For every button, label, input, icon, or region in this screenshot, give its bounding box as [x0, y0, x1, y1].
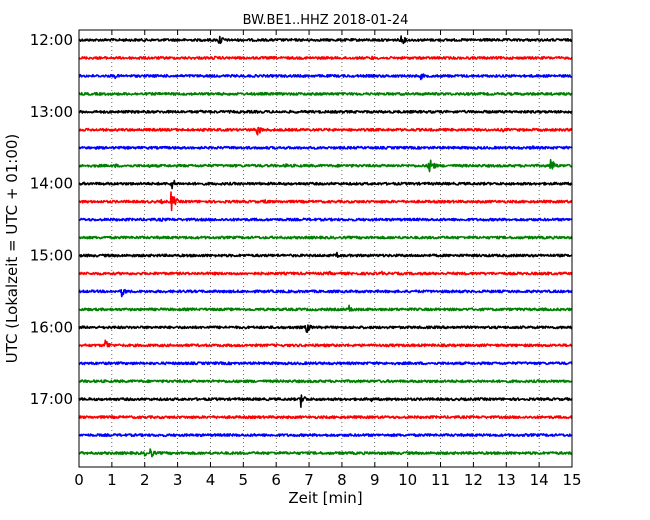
- x-tick-label: 7: [304, 471, 314, 489]
- chart-title: BW.BE1..HHZ 2018-01-24: [243, 13, 409, 28]
- x-tick-label: 10: [398, 471, 417, 489]
- x-tick-label: 3: [173, 471, 183, 489]
- trace-row-22: [78, 433, 573, 438]
- axis-ticks: 0 1 2 3 4 5 6 7 8 9 10 11 12 13 14 1512:0013:0014:0015:…: [30, 30, 582, 489]
- trace-row-2: [78, 73, 573, 81]
- trace-row-12: [78, 251, 573, 258]
- trace-row-8: [78, 179, 573, 190]
- y-tick-label: 14:00: [30, 175, 73, 193]
- y-tick-label: 17:00: [30, 390, 73, 408]
- trace-row-4: [78, 109, 573, 114]
- trace-row-11: [78, 235, 573, 240]
- y-tick-label: 15:00: [30, 247, 73, 265]
- trace-row-20: [78, 394, 573, 408]
- x-tick-label: 15: [562, 471, 581, 489]
- trace-row-15: [78, 304, 573, 312]
- trace-row-18: [78, 361, 573, 366]
- trace-row-1: [78, 55, 573, 61]
- y-axis-label: UTC (Lokalzeit = UTC + 01:00): [3, 134, 21, 364]
- trace-row-23: [78, 448, 573, 458]
- x-axis-label: Zeit [min]: [288, 489, 362, 507]
- y-tick-label: 13:00: [30, 103, 73, 121]
- x-tick-label: 12: [464, 471, 483, 489]
- trace-row-17: [78, 339, 573, 348]
- trace-row-7: [78, 158, 573, 173]
- x-tick-label: 8: [337, 471, 347, 489]
- trace-row-16: [78, 324, 573, 333]
- x-tick-label: 2: [140, 471, 150, 489]
- x-tick-label: 9: [370, 471, 380, 489]
- trace-row-5: [78, 126, 573, 136]
- plot-area: [79, 30, 572, 467]
- trace-row-13: [78, 270, 573, 276]
- trace-row-21: [78, 415, 573, 420]
- x-tick-label: 4: [206, 471, 216, 489]
- x-tick-label: 1: [107, 471, 117, 489]
- plot-frame: [78, 29, 573, 468]
- x-tick-label: 13: [497, 471, 516, 489]
- x-tick-label: 5: [239, 471, 249, 489]
- trace-row-0: [78, 35, 573, 45]
- x-tick-label: 11: [431, 471, 450, 489]
- x-tick-label: 14: [530, 471, 549, 489]
- trace-row-9: [78, 191, 573, 212]
- x-tick-label: 0: [74, 471, 84, 489]
- vertical-grid: [111, 30, 540, 467]
- y-tick-label: 16:00: [30, 318, 73, 336]
- trace-row-10: [78, 217, 573, 222]
- x-tick-label: 6: [271, 471, 281, 489]
- trace-row-14: [78, 288, 573, 298]
- trace-row-6: [78, 145, 573, 150]
- trace-rows: [78, 35, 573, 458]
- y-tick-label: 12:00: [30, 31, 73, 49]
- trace-row-3: [78, 91, 573, 96]
- trace-row-19: [78, 379, 573, 384]
